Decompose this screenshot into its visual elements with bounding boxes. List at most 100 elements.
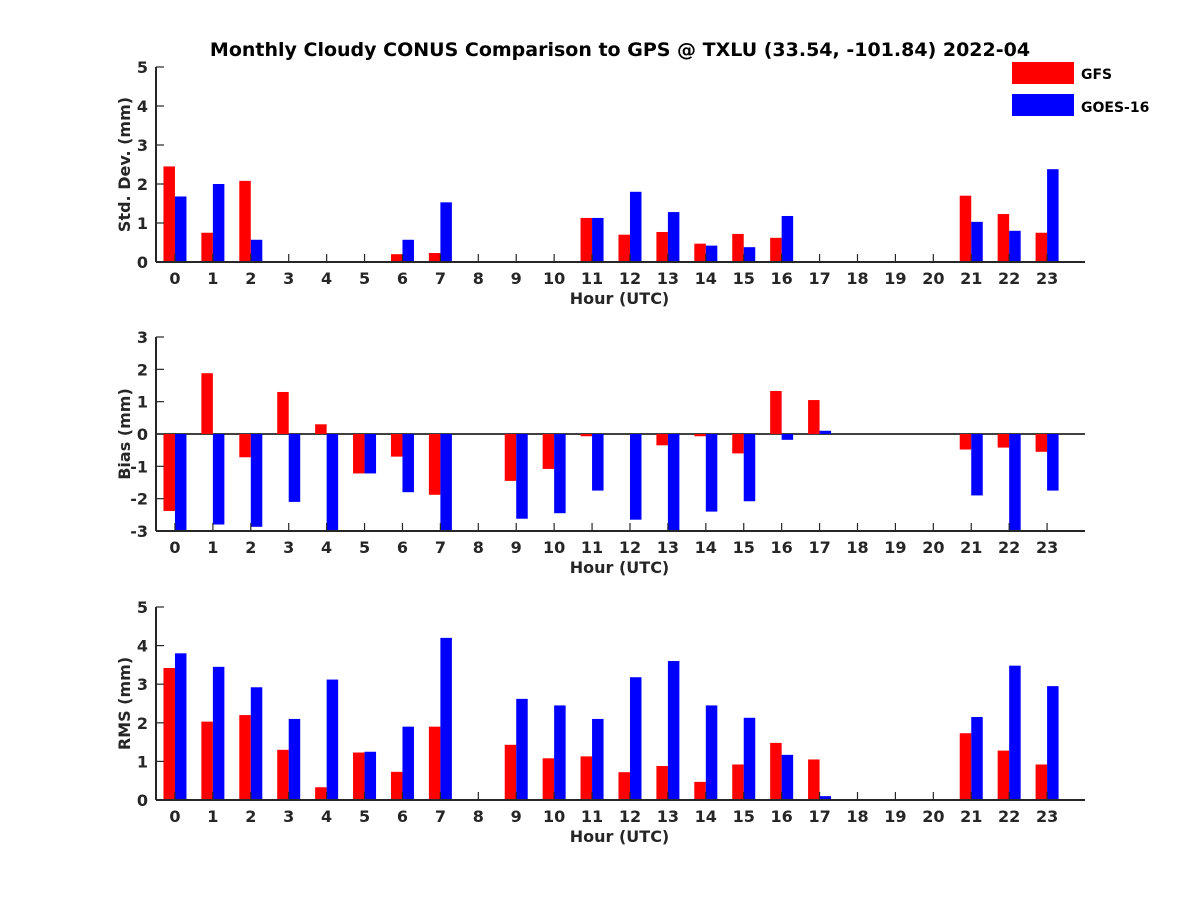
chart-title: Monthly Cloudy CONUS Comparison to GPS @… xyxy=(210,39,1030,61)
bias-bar-goes16-hour-16 xyxy=(781,434,794,440)
rms-bar-goes16-hour-23 xyxy=(1047,686,1059,800)
rms-bar-gfs-hour-3 xyxy=(277,749,289,800)
bias-x-tick-label: 20 xyxy=(922,538,944,557)
std-dev-bar-goes16-hour-12 xyxy=(629,191,642,262)
std-dev-bar-gfs-hour-13 xyxy=(656,231,668,262)
rms-bar-goes16-hour-13 xyxy=(667,661,680,800)
bias-x-tick-label: 4 xyxy=(321,538,332,557)
std-dev-bar-goes16-hour-15 xyxy=(743,247,756,262)
rms-bar-goes16-hour-2 xyxy=(250,687,263,800)
bias-x-tick-label: 10 xyxy=(543,538,565,557)
bias-bar-gfs-hour-5 xyxy=(353,434,365,474)
rms-bar-goes16-hour-5 xyxy=(364,751,377,800)
rms-x-tick-label: 9 xyxy=(511,807,522,826)
rms-x-tick-label: 14 xyxy=(695,807,717,826)
rms-bar-gfs-hour-1 xyxy=(201,721,213,800)
bias-bar-goes16-hour-2 xyxy=(250,434,263,527)
rms-x-tick-label: 17 xyxy=(808,807,830,826)
rms-x-tick-label: 16 xyxy=(771,807,793,826)
rms-x-label: Hour (UTC) xyxy=(570,827,670,846)
rms-bar-goes16-hour-11 xyxy=(592,718,604,800)
bias-bar-gfs-hour-9 xyxy=(504,434,517,481)
bias-y-tick-label: 0 xyxy=(137,425,148,444)
bias-x-tick-label: 14 xyxy=(695,538,717,557)
std-dev-y-label: Std. Dev. (mm) xyxy=(115,97,134,232)
std-dev-x-tick-label: 8 xyxy=(473,269,484,288)
bias-x-tick-label: 13 xyxy=(657,538,679,557)
rms-bar-gfs-hour-4 xyxy=(315,787,327,800)
bias-y-tick-label: -2 xyxy=(130,490,148,509)
bias-y-tick-label: -3 xyxy=(130,522,148,541)
rms-bar-goes16-hour-15 xyxy=(743,717,756,800)
std-dev-bar-goes16-hour-14 xyxy=(705,245,718,262)
std-dev-bar-goes16-hour-23 xyxy=(1047,169,1059,262)
rms-bar-goes16-hour-9 xyxy=(516,698,528,800)
std-dev-bar-gfs-hour-7 xyxy=(428,253,441,262)
rms-bar-gfs-hour-14 xyxy=(694,781,706,800)
std-dev-x-tick-label: 18 xyxy=(846,269,868,288)
rms-bar-gfs-hour-5 xyxy=(353,752,365,800)
legend-label-gfs: GFS xyxy=(1081,67,1112,83)
std-dev-bar-goes16-hour-13 xyxy=(667,212,680,262)
std-dev-bar-gfs-hour-22 xyxy=(997,214,1010,262)
std-dev-x-tick-label: 3 xyxy=(283,269,294,288)
std-dev-x-tick-label: 11 xyxy=(581,269,603,288)
bias-bar-gfs-hour-17 xyxy=(808,400,820,434)
rms-bar-gfs-hour-12 xyxy=(618,772,630,800)
bias-bar-goes16-hour-7 xyxy=(440,434,452,531)
legend: GFS GOES-16 xyxy=(1012,62,1149,116)
rms-x-tick-label: 13 xyxy=(657,807,679,826)
std-dev-x-tick-label: 14 xyxy=(695,269,717,288)
bias-bar-gfs-hour-4 xyxy=(315,424,327,434)
bias-bar-gfs-hour-10 xyxy=(542,434,555,469)
bias-bar-goes16-hour-4 xyxy=(326,434,339,531)
bias-x-tick-label: 7 xyxy=(435,538,446,557)
std-dev-x-tick-label: 10 xyxy=(543,269,565,288)
bias-y-tick-label: 1 xyxy=(137,393,148,412)
bias-bar-goes16-hour-1 xyxy=(212,434,225,525)
bias-bar-goes16-hour-14 xyxy=(705,434,718,512)
bias-bar-goes16-hour-9 xyxy=(516,434,528,519)
bias-bar-gfs-hour-6 xyxy=(390,434,403,457)
std-dev-x-tick-label: 12 xyxy=(619,269,641,288)
std-dev-bar-goes16-hour-16 xyxy=(781,215,794,262)
std-dev-y-tick-label: 5 xyxy=(137,58,148,77)
bias-bar-goes16-hour-22 xyxy=(1009,434,1021,531)
bias-bar-gfs-hour-11 xyxy=(580,434,593,437)
rms-bar-gfs-hour-15 xyxy=(732,764,744,800)
rms-x-tick-label: 2 xyxy=(245,807,256,826)
std-dev-x-tick-label: 7 xyxy=(435,269,446,288)
std-dev-x-tick-label: 23 xyxy=(1036,269,1058,288)
bias-bar-gfs-hour-13 xyxy=(656,434,668,446)
rms-x-tick-label: 8 xyxy=(473,807,484,826)
std-dev-bar-gfs-hour-16 xyxy=(770,237,782,262)
rms-y-tick-label: 2 xyxy=(137,714,148,733)
rms-y-tick-label: 3 xyxy=(137,675,148,694)
rms-x-tick-label: 20 xyxy=(922,807,944,826)
bias-bar-gfs-hour-21 xyxy=(959,434,972,450)
bias-bar-gfs-hour-2 xyxy=(239,434,251,458)
std-dev-x-tick-label: 6 xyxy=(397,269,408,288)
rms-bar-gfs-hour-7 xyxy=(428,726,441,800)
bias-x-tick-label: 5 xyxy=(359,538,370,557)
rms-x-tick-label: 12 xyxy=(619,807,641,826)
bias-bar-goes16-hour-10 xyxy=(554,434,566,514)
std-dev-y-tick-label: 3 xyxy=(137,136,148,155)
bias-y-tick-label: 2 xyxy=(137,360,148,379)
rms-bar-goes16-hour-6 xyxy=(402,726,414,800)
bias-x-tick-label: 12 xyxy=(619,538,641,557)
bias-y-tick-label: 3 xyxy=(137,328,148,347)
rms-bar-goes16-hour-22 xyxy=(1009,665,1021,800)
rms-y-tick-label: 5 xyxy=(137,598,148,617)
rms-bar-gfs-hour-2 xyxy=(239,715,251,800)
legend-label-goes16: GOES-16 xyxy=(1081,100,1149,116)
bias-bar-gfs-hour-23 xyxy=(1035,434,1048,452)
rms-bar-goes16-hour-7 xyxy=(440,637,452,800)
std-dev-bar-goes16-hour-22 xyxy=(1009,230,1021,262)
rms-bar-gfs-hour-17 xyxy=(808,759,820,800)
std-dev-x-tick-label: 22 xyxy=(998,269,1020,288)
std-dev-bar-goes16-hour-2 xyxy=(250,239,263,262)
rms-x-tick-label: 19 xyxy=(884,807,906,826)
rms-bar-goes16-hour-12 xyxy=(629,677,642,800)
